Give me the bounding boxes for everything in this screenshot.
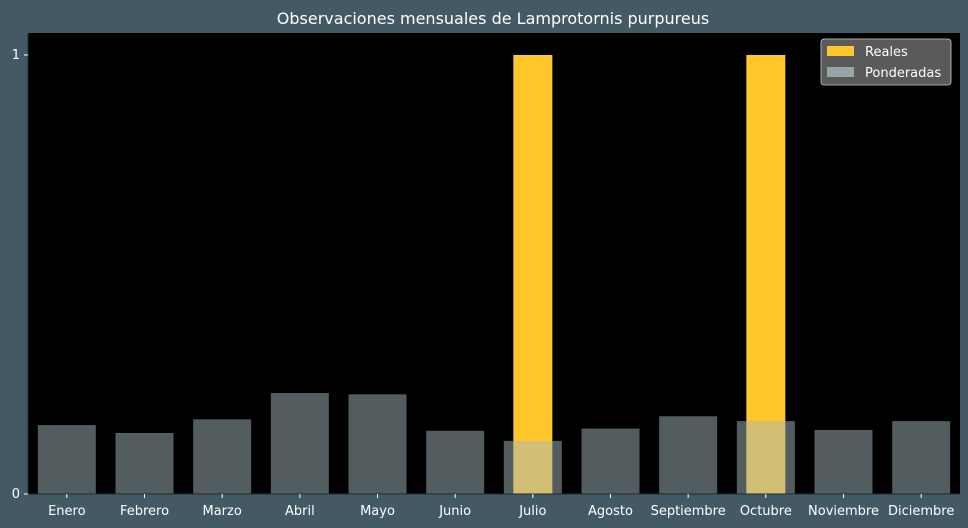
bar-ponderadas-noviembre [814,429,873,494]
bar-ponderadas-abril [270,393,329,494]
x-tick-label-enero: Enero [48,504,86,519]
bar-ponderadas-diciembre [892,421,951,494]
y-tick-label: 1 [12,48,20,63]
x-tick-label-mayo: Mayo [360,504,395,519]
bar-ponderadas-marzo [193,419,252,494]
bar-reales-octubre [746,54,786,494]
bar-ponderadas-junio [426,430,485,494]
x-tick-label-diciembre: Diciembre [888,504,954,519]
legend: Reales Ponderadas [820,38,952,86]
bar-ponderadas-febrero [115,432,174,494]
x-tick-label-septiembre: Septiembre [651,504,726,519]
x-tick-label-junio: Junio [438,504,471,519]
legend-swatch-reales [827,46,854,56]
x-tick-label-agosto: Agosto [588,504,633,519]
y-tick-label: 0 [12,487,20,502]
x-tick-label-abril: Abril [285,504,315,519]
x-tick-label-noviembre: Noviembre [808,504,879,519]
bar-ponderadas-enero [37,425,96,494]
legend-label-ponderadas: Ponderadas [865,66,941,81]
legend-label-reales: Reales [865,45,908,60]
x-tick-label-febrero: Febrero [120,504,169,519]
plot-area [28,33,960,494]
bars-layer [37,54,951,494]
x-tick-label-julio: Julio [518,504,546,519]
bar-reales-julio [513,54,553,494]
axes-layer: 0 1 Enero Febrero Marzo Abril Mayo Junio Julio Ag… [12,33,960,519]
x-tick-label-octubre: Octubre [740,504,792,519]
legend-swatch-ponderadas [827,67,854,77]
bar-ponderadas-agosto [581,428,640,494]
chart-title: Observaciones mensuales de Lamprotornis … [277,9,709,28]
x-tick-label-marzo: Marzo [203,504,242,519]
bar-ponderadas-mayo [348,394,407,494]
bar-ponderadas-septiembre [659,416,718,494]
bar-ponderadas-octubre [736,421,795,494]
bar-ponderadas-julio [503,440,562,494]
